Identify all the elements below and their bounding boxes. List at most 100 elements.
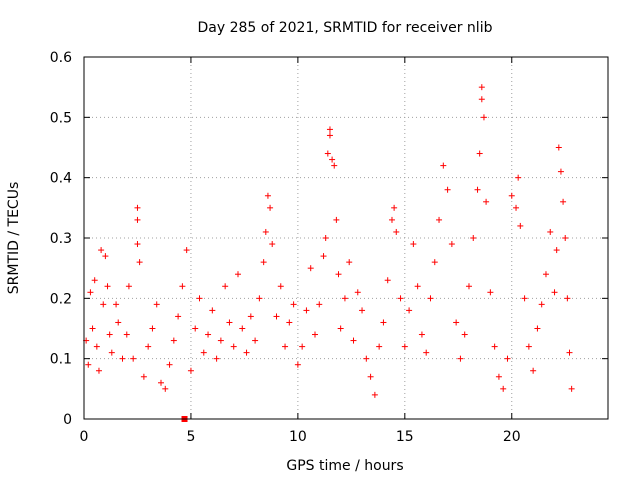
data-point (91, 277, 98, 284)
data-point (106, 331, 113, 338)
data-point (423, 349, 430, 356)
data-point (230, 343, 237, 350)
data-point (406, 307, 413, 314)
y-tick-label: 0.2 (50, 291, 72, 307)
y-tick-label: 0.6 (50, 50, 72, 66)
data-point (393, 228, 400, 235)
data-point (557, 168, 564, 175)
data-point (326, 132, 333, 139)
data-point (282, 343, 289, 350)
data-point (166, 361, 173, 368)
data-point (431, 259, 438, 266)
data-point (267, 204, 274, 211)
data-point (322, 235, 329, 241)
data-point (465, 283, 472, 290)
data-point (371, 391, 378, 398)
data-point (380, 319, 387, 326)
data-point (100, 301, 107, 308)
data-point (346, 259, 353, 266)
data-point (213, 355, 220, 362)
data-point (517, 222, 524, 229)
data-point (170, 337, 177, 344)
data-point (260, 259, 267, 266)
plot-frame (83, 56, 609, 420)
data-point (205, 331, 212, 338)
data-point (273, 313, 280, 320)
data-point (192, 325, 199, 332)
data-point (196, 295, 203, 302)
data-point (474, 186, 481, 193)
data-point (363, 355, 370, 362)
data-point (564, 295, 571, 302)
data-point (384, 277, 391, 284)
data-point (453, 319, 460, 326)
x-tick-label: 20 (503, 429, 521, 445)
data-point (525, 343, 532, 350)
data-point (341, 295, 348, 302)
data-point (320, 253, 327, 260)
data-point (269, 241, 276, 248)
data-point (286, 319, 293, 326)
data-point (444, 186, 451, 193)
x-tick-label: 10 (289, 429, 307, 445)
data-point (530, 367, 537, 374)
data-point (149, 325, 156, 332)
data-point (200, 349, 207, 356)
data-point (104, 283, 111, 290)
data-point (179, 283, 186, 290)
data-point (504, 355, 511, 362)
data-point (538, 301, 545, 308)
data-point (217, 337, 224, 344)
data-point (470, 235, 477, 241)
data-point (145, 343, 152, 350)
data-point (478, 84, 485, 91)
data-point (262, 228, 269, 235)
data-point (354, 289, 361, 296)
data-point (136, 259, 143, 266)
data-point (551, 289, 558, 296)
data-point (495, 373, 502, 380)
data-point (162, 385, 169, 392)
data-point (391, 204, 398, 211)
data-point (350, 337, 357, 344)
data-point (542, 271, 549, 278)
data-point (294, 361, 301, 368)
data-point (89, 325, 96, 332)
data-point (303, 307, 310, 314)
data-point (335, 271, 342, 278)
data-point (337, 325, 344, 332)
data-point (95, 367, 102, 374)
data-point (93, 343, 100, 350)
data-point (388, 216, 395, 223)
data-point (209, 307, 216, 314)
data-point (555, 144, 562, 151)
data-point (562, 235, 569, 241)
x-tick-label: 5 (186, 429, 195, 445)
data-point (491, 343, 498, 350)
data-point (153, 301, 160, 308)
data-point (85, 361, 92, 368)
data-point (457, 355, 464, 362)
data-point (547, 228, 554, 235)
data-point (123, 331, 130, 338)
data-point (222, 283, 229, 290)
data-point (331, 162, 338, 169)
y-tick-label: 0.5 (50, 110, 72, 126)
data-point (436, 216, 443, 223)
data-point (508, 192, 515, 199)
y-axis-label: SRMTID / TECUs (6, 182, 22, 295)
data-point (500, 385, 507, 392)
data-point (326, 126, 333, 133)
data-point (427, 295, 434, 302)
data-point (534, 325, 541, 332)
data-point (134, 216, 141, 223)
data-point (243, 349, 250, 356)
data-point (553, 247, 560, 254)
data-point (87, 289, 94, 296)
data-point (119, 355, 126, 362)
data-point (359, 307, 366, 314)
data-point (414, 283, 421, 290)
data-point (478, 96, 485, 103)
data-point (130, 355, 137, 362)
data-point (252, 337, 259, 344)
